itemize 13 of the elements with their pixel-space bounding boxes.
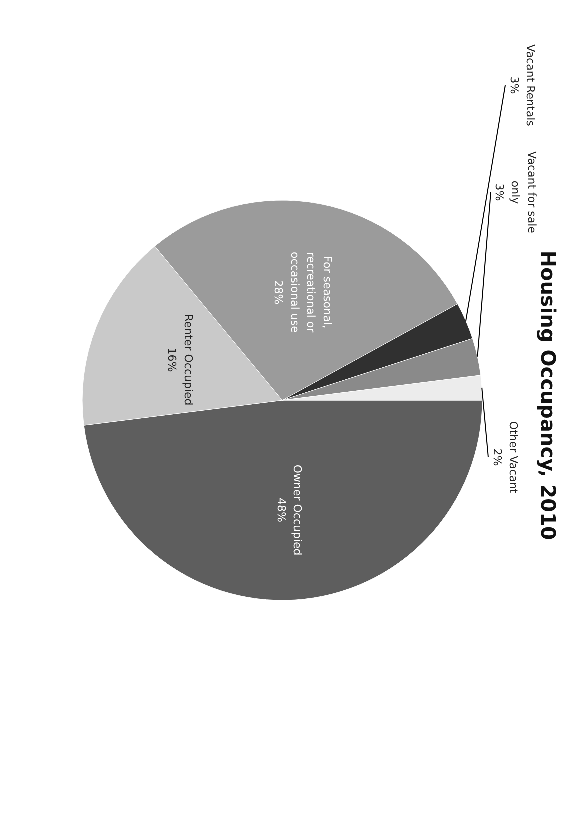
slice-label: Other Vacant [507,421,520,494]
data-label: 48% [274,498,288,523]
slice-label: Vacant for sale only [509,152,538,234]
data-label: 16% [166,348,179,372]
data-label: 2% [490,448,504,466]
slice-label: Owner Occupied [291,464,304,556]
data-label: 3% [508,76,521,94]
slice-label: Renter Occupied [182,314,195,406]
slice-label: For seasonal, recreational or occasional use [288,252,334,334]
data-label: 28% [272,280,286,305]
slice-label: Vacant Rentals [524,44,538,127]
text: Housing Occupancy, 2010 [536,250,560,540]
data-label: 3% [492,184,506,202]
